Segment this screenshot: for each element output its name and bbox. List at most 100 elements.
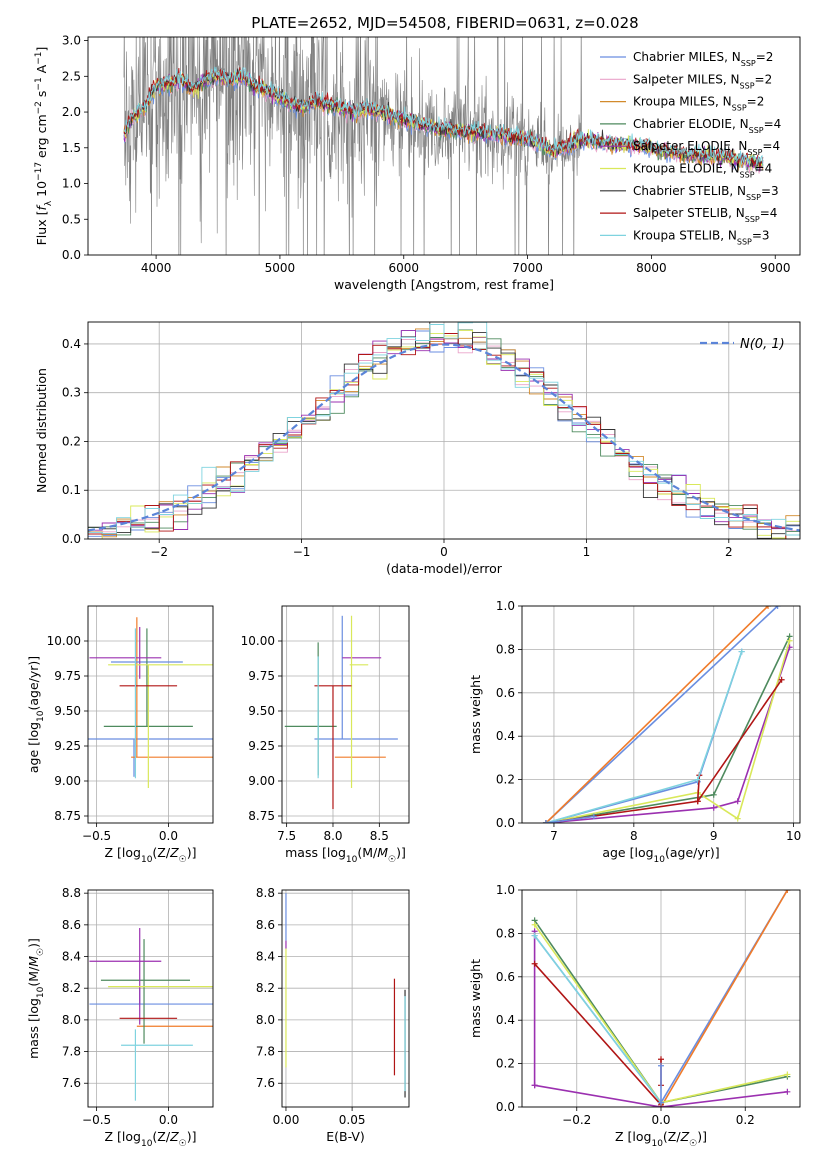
y-tick-label: 0.2: [62, 434, 81, 448]
y-tick-label: 7.6: [256, 1076, 275, 1090]
weight-line-6: [534, 963, 662, 1106]
weight-marker: [710, 791, 717, 798]
y-tick-label: 7.8: [62, 1045, 81, 1059]
weight-marker: [784, 1088, 791, 1095]
axes-frame: [87, 605, 214, 824]
x-tick-label: −0.5: [82, 1113, 111, 1127]
plot-age-vs-mass: 7.5 8.0 8.5 8.75 9.00 9.25 9.50 9.75 10.00 mass […: [241, 605, 410, 865]
weight-line-8: [545, 651, 743, 823]
x-tick-label: 9000: [760, 261, 791, 275]
y-tick-label: 0.4: [496, 729, 515, 743]
normal-curve: [88, 343, 800, 532]
residual-hist-8: [88, 322, 800, 536]
weight-line-6: [545, 679, 783, 823]
y-tick-label: 8.2: [256, 981, 275, 995]
y-tick-label: 0.5: [62, 212, 81, 226]
y-tick-label: 0.3: [62, 386, 81, 400]
plot-age-vs-Z: −0.5 0.0 8.75 9.00 9.25 9.50 9.75 10.00 Z [log10…: [26, 605, 214, 865]
y-axis-label: mass weight: [468, 675, 483, 754]
y-axis-label: age [log10(age/yr)]: [26, 656, 46, 773]
x-axis-label: (data-model)/error: [386, 561, 503, 576]
y-tick-label: 1.0: [62, 177, 81, 191]
model-kroupa-stelib: [123, 66, 764, 167]
x-tick-label: −0.2: [562, 1113, 591, 1127]
legend-label: Chabrier STELIB, NSSP=3: [633, 184, 779, 202]
x-axis-label: age [log10(age/yr)]: [602, 845, 719, 865]
errorbar-point-2: [284, 642, 337, 776]
x-tick-label: 7.5: [277, 829, 296, 843]
y-tick-label: 0.8: [496, 642, 515, 656]
axes-frame: [281, 889, 410, 1108]
y-tick-label: 0.0: [62, 248, 81, 262]
plot-area-spectrum: [123, 37, 764, 255]
y-tick-label: 0.2: [496, 773, 515, 787]
errorbar-point-3: [89, 928, 162, 1025]
weight-marker: [531, 921, 538, 928]
y-tick-label: 9.25: [248, 739, 275, 753]
y-tick-label: 9.50: [248, 704, 275, 718]
y-tick-label: 0.2: [496, 1057, 515, 1071]
plot-area-mass-vs-Z: [89, 928, 213, 1101]
weight-line-2: [545, 606, 769, 823]
figure-title: PLATE=2652, MJD=54508, FIBERID=0631, z=0…: [251, 14, 638, 32]
x-tick-label: 0.05: [339, 1113, 366, 1127]
weight-line-8: [533, 935, 662, 1104]
observed-spectrum: [123, 37, 583, 255]
errorbar-point-1: [131, 617, 213, 758]
y-tick-label: 0.0: [496, 1100, 515, 1114]
weight-line-1: [545, 606, 779, 823]
y-tick-label: 2.5: [62, 69, 81, 83]
y-tick-label: 9.75: [248, 669, 275, 683]
plot-area-mass-vs-EBV: [285, 893, 406, 1098]
weight-marker: [774, 606, 781, 609]
x-axis-label: E(B-V): [326, 1129, 365, 1144]
x-axis-label: Z [log10(Z/Z☉)]: [104, 845, 196, 865]
x-tick-label: 7000: [512, 261, 543, 275]
weight-marker: [658, 1056, 664, 1063]
y-tick-label: 8.2: [62, 981, 81, 995]
weight-line-3: [545, 636, 791, 823]
legend-label: Chabrier MILES, NSSP=2: [633, 50, 773, 68]
errorbar-point-0: [88, 738, 213, 777]
y-tick-label: 8.4: [62, 950, 81, 964]
weight-line-4: [545, 646, 791, 823]
weight-marker: [658, 1062, 664, 1069]
legend-label: Kroupa ELODIE, NSSP=4: [633, 162, 772, 180]
plot-spectrum: 4000 5000 6000 7000 8000 9000 0.0 0.5 1.0 1.5 2.0 2…: [34, 34, 801, 292]
x-axis-label: Z [log10(Z/Z☉)]: [104, 1129, 196, 1149]
errorbar-point-5: [314, 685, 352, 809]
y-tick-label: 8.8: [62, 886, 81, 900]
x-tick-label: 7: [550, 829, 558, 843]
weight-marker: [738, 648, 745, 655]
weight-marker: [531, 932, 538, 939]
axes-frame: [521, 605, 801, 824]
y-tick-label: 1.0: [496, 883, 515, 897]
weight-line-1: [660, 890, 789, 1107]
y-tick-label: 9.50: [54, 704, 81, 718]
x-axis-label: wavelength [Angstrom, rest frame]: [334, 277, 554, 292]
x-tick-label: 8.5: [370, 829, 389, 843]
y-tick-label: 8.6: [62, 918, 81, 932]
plot-area-age-vs-Z: [88, 617, 213, 788]
weight-marker: [542, 820, 549, 823]
errorbar-point-6: [121, 1029, 193, 1101]
weight-marker: [784, 1071, 791, 1078]
y-tick-label: 8.4: [256, 950, 275, 964]
legend-label: Kroupa STELIB, NSSP=3: [633, 228, 770, 246]
weight-marker: [694, 776, 701, 783]
plot-residuals: N(0, 1) −2 −1 0 1 2 0.0 0.1 0.2 0.3 0.4 (data-model…: [34, 321, 801, 576]
weight-marker: [765, 606, 772, 609]
x-tick-label: 1: [583, 545, 591, 559]
residual-hist-6: [88, 322, 800, 539]
y-tick-label: 9.25: [54, 739, 81, 753]
x-tick-label: 8.0: [323, 829, 342, 843]
errorbar-point-4: [89, 627, 162, 679]
y-tick-label: 7.8: [256, 1045, 275, 1059]
legend-label: Salpeter MILES, NSSP=2: [633, 72, 772, 90]
y-tick-label: 1.5: [62, 141, 81, 155]
x-tick-label: 9: [710, 829, 718, 843]
y-tick-label: 0.1: [62, 483, 81, 497]
y-tick-label: 9.00: [54, 774, 81, 788]
y-tick-label: 3.0: [62, 34, 81, 48]
